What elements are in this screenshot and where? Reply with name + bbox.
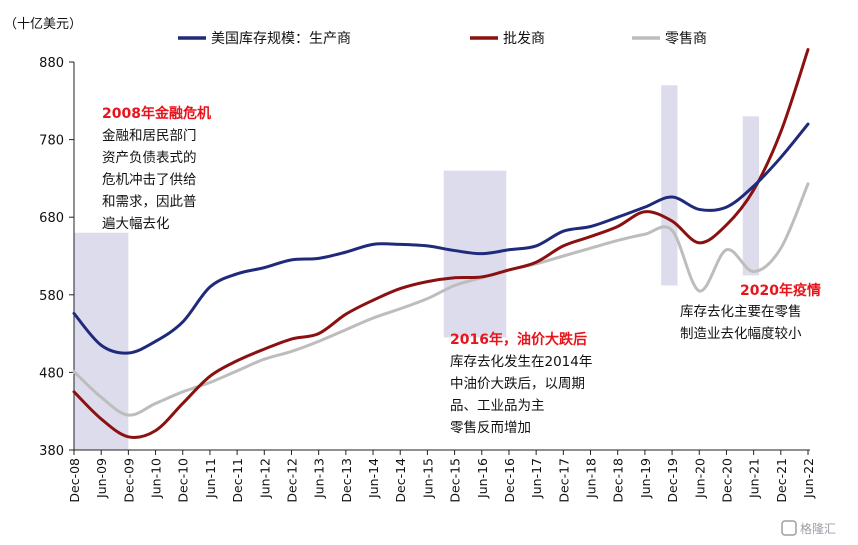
x-tick-label: Jun-16: [475, 458, 490, 499]
x-tick-label: Jun-20: [692, 458, 707, 499]
annotation-line: 资产负债表式的: [102, 150, 197, 166]
annotation-line: 库存去化主要在零售: [680, 304, 802, 320]
annotation-title: 2016年，油价大跌后: [450, 331, 587, 348]
annotation-title: 2008年金融危机: [102, 105, 211, 122]
annotation-line: 制造业去化幅度较小: [680, 326, 802, 342]
series-line-retailers: [72, 182, 810, 417]
shaded-period-band: [661, 85, 678, 286]
y-tick-label: 680: [39, 211, 64, 226]
x-tick-label: Dec-16: [502, 458, 517, 503]
annotation-pandemic: 2020年疫情 库存去化主要在零售 制造业去化幅度较小: [680, 282, 821, 342]
y-tick-label: 780: [39, 134, 64, 149]
x-tick-label: Jun-10: [149, 458, 164, 499]
watermark-text: 格隆汇: [800, 521, 836, 536]
legend-label-retailers: 零售商: [665, 31, 707, 47]
x-tick-label: Dec-09: [121, 458, 136, 503]
annotation-oil-price: 2016年，油价大跌后 库存去化发生在2014年 中油价大跌后，以周期 品、工业…: [450, 331, 592, 436]
x-tick-label: Dec-15: [448, 458, 463, 503]
x-tick-label: Dec-19: [665, 458, 680, 503]
x-tick-label: Jun-18: [584, 458, 599, 499]
y-tick-label: 880: [39, 56, 64, 71]
shaded-period-band: [74, 232, 129, 450]
x-tick-label: Jun-13: [312, 458, 327, 499]
series-line-manufacturers: [72, 122, 810, 355]
y-tick-label: 380: [39, 444, 64, 459]
x-tick-label: Jun-19: [638, 458, 653, 499]
series-lines: [72, 48, 810, 439]
y-tick-label: 480: [39, 366, 64, 381]
x-tick-label: Dec-13: [339, 458, 354, 503]
annotation-line: 零售反而增加: [450, 420, 531, 436]
x-tick-label: Dec-12: [284, 458, 299, 503]
y-tick-label: 580: [39, 289, 64, 304]
x-tick-label: Dec-08: [67, 458, 82, 503]
annotation-line: 危机冲击了供给: [102, 172, 197, 188]
annotation-line: 金融和居民部门: [102, 128, 197, 144]
x-tick-label: Jun-17: [529, 458, 544, 499]
watermark: 格隆汇: [781, 520, 836, 536]
x-tick-label: Dec-17: [556, 458, 571, 503]
annotation-line: 库存去化发生在2014年: [450, 354, 592, 370]
x-tick-labels: Dec-08 Jun-09 Dec-09 Jun-10 Dec-10 Jun-11 Dec-…: [67, 450, 816, 503]
x-tick-label: Dec-20: [719, 458, 734, 503]
annotation-line: 遍大幅去化: [102, 216, 170, 232]
watermark-logo-icon: [781, 520, 797, 536]
annotation-line: 品、工业品为主: [450, 398, 545, 414]
annotation-financial-crisis: 2008年金融危机 金融和居民部门 资产负债表式的 危机冲击了供给 和需求，因此…: [102, 105, 211, 232]
legend: 美国库存规模：生产商 批发商 零售商: [178, 31, 707, 47]
axes: [73, 62, 810, 451]
annotation-line: 和需求，因此普: [102, 194, 197, 210]
x-tick-label: Dec-10: [176, 458, 191, 503]
x-tick-label: Jun-15: [420, 458, 435, 499]
x-tick-label: Jun-09: [94, 458, 109, 499]
annotation-line: 中油价大跌后，以周期: [450, 376, 585, 392]
x-tick-label: Dec-18: [611, 458, 626, 503]
x-tick-label: Dec-14: [393, 458, 408, 503]
annotation-title: 2020年疫情: [740, 282, 821, 299]
x-tick-label: Jun-12: [257, 458, 272, 499]
x-tick-label: Jun-22: [801, 458, 816, 499]
x-tick-label: Dec-21: [774, 458, 789, 503]
unit-label: （十亿美元）: [4, 17, 82, 32]
x-tick-label: Dec-11: [230, 458, 245, 503]
legend-label-wholesalers: 批发商: [503, 31, 545, 47]
x-tick-label: Jun-21: [747, 458, 762, 499]
x-tick-label: Jun-11: [203, 458, 218, 499]
series-line-wholesalers: [72, 48, 810, 439]
y-tick-labels: 380 480 580 680 780 880: [39, 56, 74, 459]
x-tick-label: Jun-14: [366, 458, 381, 499]
legend-label-manufacturers: 美国库存规模：生产商: [211, 31, 351, 47]
annotations: 2008年金融危机 金融和居民部门 资产负债表式的 危机冲击了供给 和需求，因此…: [102, 105, 821, 436]
